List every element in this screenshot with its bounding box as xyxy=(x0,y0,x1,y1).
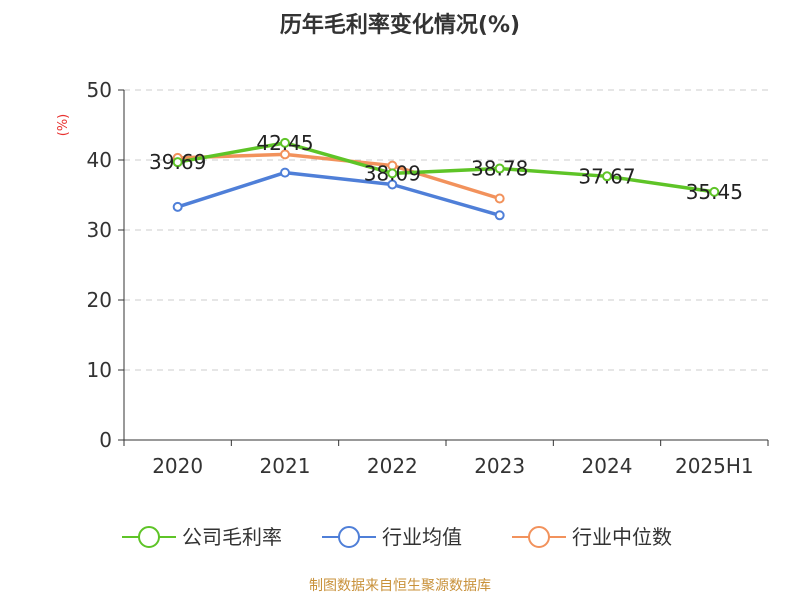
series-0 xyxy=(172,137,720,197)
data-label: 39.69 xyxy=(149,150,206,174)
series-layer xyxy=(172,137,720,221)
data-point xyxy=(494,163,505,174)
x-tick-label: 2024 xyxy=(582,454,633,478)
data-point xyxy=(172,201,183,212)
series-1 xyxy=(172,167,505,221)
data-point xyxy=(172,157,183,168)
data-labels-layer: 39.69 42.45 38.09 38.78 37.67 35.45 xyxy=(149,131,743,204)
series-line xyxy=(177,141,715,194)
y-tick-label: 20 xyxy=(87,288,112,312)
x-tick-label: 2022 xyxy=(367,454,418,478)
legend-item[interactable]: 行业中位数 xyxy=(512,525,672,549)
data-label: 42.45 xyxy=(256,131,313,155)
grid-layer xyxy=(124,89,768,371)
data-point xyxy=(280,149,290,160)
series-2 xyxy=(172,149,505,204)
x-tick-label: 2023 xyxy=(474,454,525,478)
y-tick-label: 50 xyxy=(87,78,112,102)
x-tick-label: 2021 xyxy=(260,454,311,478)
chart-title: 历年毛利率变化情况(%) xyxy=(280,12,520,38)
data-label: 38.09 xyxy=(364,161,421,185)
data-point xyxy=(280,137,290,148)
data-label: 38.78 xyxy=(471,157,528,181)
y-tick-label: 40 xyxy=(87,148,112,172)
data-point xyxy=(280,167,290,178)
data-point xyxy=(494,210,505,221)
y-axis-label: (%) xyxy=(56,114,71,137)
source-note: 制图数据来自恒生聚源数据库 xyxy=(309,578,491,594)
data-point xyxy=(602,171,612,182)
x-tick-label: 2020 xyxy=(152,454,203,478)
series-line xyxy=(177,152,501,201)
legend-marker xyxy=(138,526,160,548)
data-point xyxy=(494,193,505,204)
legend-label: 行业均值 xyxy=(382,525,462,549)
data-label: 37.67 xyxy=(578,164,635,188)
legend-marker xyxy=(528,526,550,548)
y-tick-label: 0 xyxy=(99,428,112,452)
legend-label: 公司毛利率 xyxy=(182,525,282,549)
legend-item[interactable]: 行业均值 xyxy=(322,525,462,549)
y-tick-label: 30 xyxy=(87,218,112,242)
legend-item[interactable]: 公司毛利率 xyxy=(122,525,282,549)
data-label: 35.45 xyxy=(686,180,743,204)
data-point xyxy=(709,186,720,197)
data-point xyxy=(387,179,398,190)
data-point xyxy=(387,168,398,179)
y-tick-label: 10 xyxy=(87,358,112,382)
axes-layer: 0 10 20 30 40 50 2020 2021 2022 2023 2024 2025H1 xyxy=(87,78,769,478)
x-tick-label: 2025H1 xyxy=(675,454,754,478)
legend: 公司毛利率 行业均值 行业中位数 xyxy=(122,525,672,549)
series-line xyxy=(177,170,501,217)
legend-marker xyxy=(338,526,360,548)
legend-label: 行业中位数 xyxy=(572,525,672,549)
